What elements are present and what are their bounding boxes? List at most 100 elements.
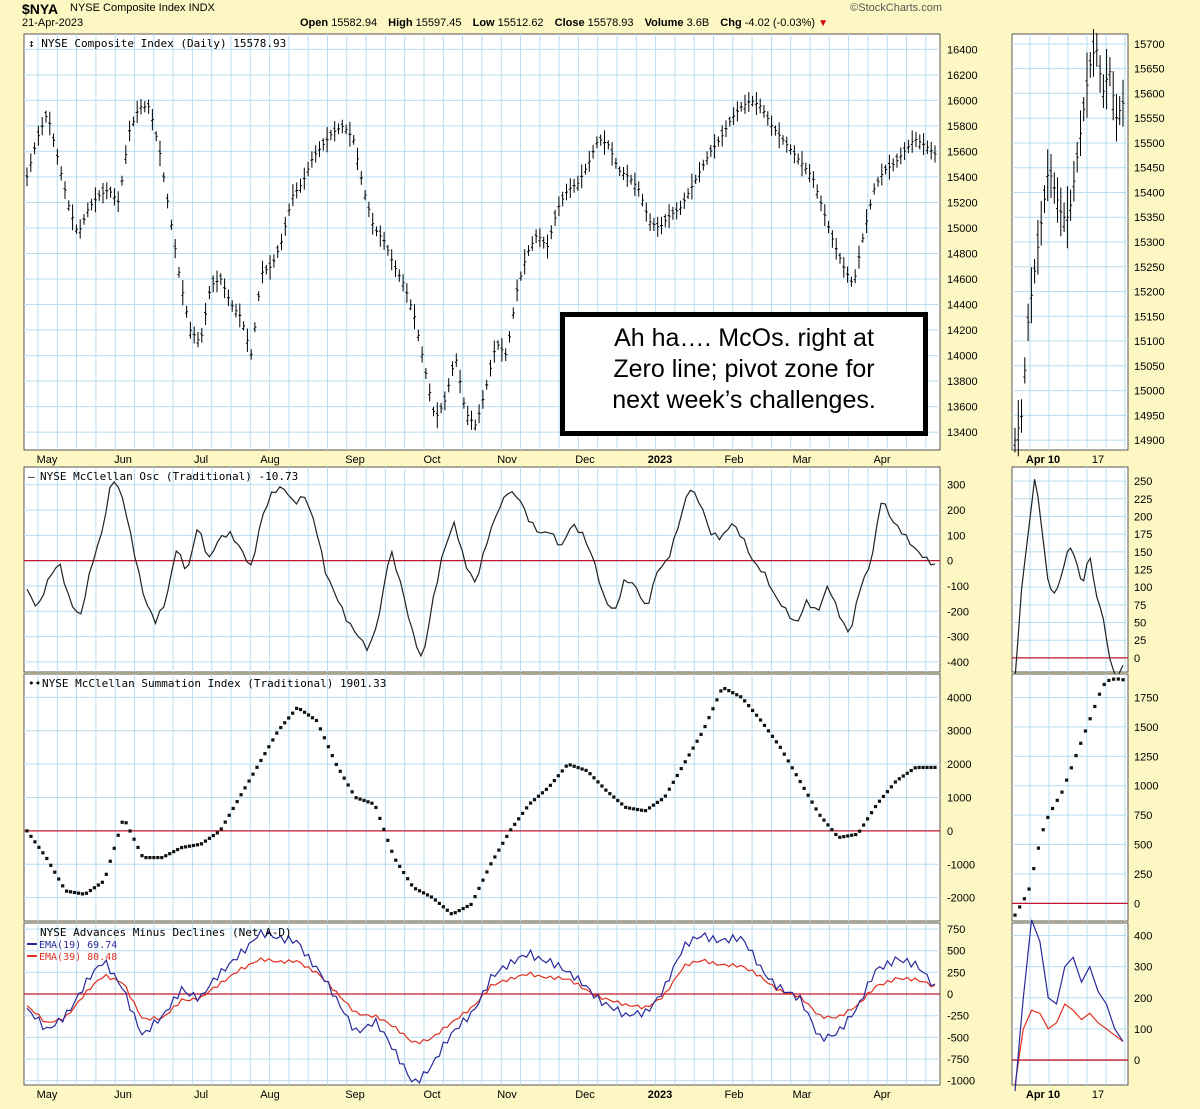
sum-y-tick-label: 1000 [947, 793, 971, 805]
sum-dots-point [461, 906, 465, 911]
sum-dots-point [231, 806, 235, 811]
sum-dots-point [739, 695, 743, 699]
high-value: 15597.45 [415, 17, 462, 29]
zoom-y-tick-label: 14950 [1134, 410, 1165, 422]
sum-dots-point [624, 805, 628, 809]
annotation-line-3: next week’s challenges. [612, 386, 876, 414]
sum-dots-point [572, 764, 576, 768]
sum-dots-point [548, 783, 552, 787]
sum-dots-point [620, 802, 624, 806]
sum-dots-point [758, 718, 763, 722]
sum-dots-point [854, 832, 858, 837]
sum-dots-point [731, 691, 735, 695]
osc-zoom-y-tick-label: 175 [1134, 529, 1152, 541]
sum-zoom-y-tick-label: 1750 [1134, 693, 1158, 705]
sum-dots-point [144, 855, 148, 860]
sum-dots-point [909, 768, 913, 773]
sum-dots-point [671, 780, 675, 784]
sum-dots-point [156, 855, 160, 860]
sum-dots-point [858, 829, 862, 833]
sum-dots-point [152, 855, 156, 860]
sum-dots-point [124, 821, 128, 825]
sum-dots-point [410, 883, 414, 887]
sum-dots-point [703, 724, 707, 729]
sum-zoom-dots-point [1112, 677, 1116, 681]
sum-dots-point [584, 768, 588, 772]
sum-zoom-dots-point [1018, 905, 1022, 909]
sum-zoom-y-tick-label: 1500 [1134, 722, 1158, 734]
sum-y-tick-label: -2000 [947, 893, 975, 905]
sum-dots-point [655, 800, 660, 804]
sum-dots-point [358, 797, 362, 801]
bottom-x-tick-label: Aug [260, 1089, 280, 1101]
x-tick-label: Sep [345, 454, 365, 466]
sum-dots-point [842, 835, 846, 839]
sum-dots-point [207, 836, 211, 840]
sum-dots-point [92, 886, 97, 890]
sum-zoom-dots-point [1093, 704, 1097, 709]
sum-dots-point [45, 856, 49, 861]
sum-dots-point [140, 854, 144, 858]
zoom-y-tick-label: 15050 [1134, 361, 1165, 373]
zoom-y-tick-label: 15600 [1134, 88, 1165, 100]
sum-dots-point [330, 753, 334, 758]
sum-dots-point [838, 835, 842, 839]
bottom-zoom-x-tick-label: 17 [1092, 1089, 1104, 1101]
sum-dots-point [925, 765, 929, 770]
sum-dots-point [536, 794, 541, 798]
zoom-y-tick-label: 15000 [1134, 386, 1165, 398]
sum-dots-point [429, 895, 434, 899]
ad-y-tick-label: 250 [947, 967, 965, 979]
sum-dots-point [421, 891, 426, 895]
sum-dots-point [394, 858, 398, 862]
sum-dots-point [790, 766, 794, 770]
sum-dots-point [754, 713, 759, 717]
sum-dots-point [374, 805, 378, 810]
sum-dots-point [794, 773, 798, 777]
y-tick-label: 14200 [947, 325, 978, 337]
sum-dots-point [465, 904, 469, 909]
sum-dots-point [76, 891, 81, 895]
sum-dots-point [532, 798, 537, 802]
sum-dots-point [493, 855, 497, 859]
sum-dots-point [485, 870, 489, 874]
sum-dots-point [441, 905, 445, 909]
sum-dots-point [747, 704, 751, 708]
sum-y-tick-label: 0 [947, 826, 953, 838]
sum-dots-point [917, 765, 921, 770]
sum-dots-point [651, 803, 656, 807]
sum-dots-point [180, 845, 184, 850]
sum-dots-point [675, 773, 679, 778]
sum-dots-point [905, 771, 909, 775]
sum-zoom-dots-point [1116, 677, 1120, 681]
y-tick-label: 14000 [947, 351, 978, 363]
zoom-y-tick-label: 15200 [1134, 287, 1165, 299]
sum-dots-point [263, 752, 267, 756]
sum-dots-point [489, 862, 493, 866]
sum-dots-point [275, 731, 279, 735]
sum-dots-point [57, 877, 61, 881]
sum-dots-point [679, 767, 683, 771]
y-tick-label: 15400 [947, 172, 978, 184]
sum-dots-point [528, 801, 533, 805]
zoom-x-tick-label: Apr 10 [1026, 454, 1060, 466]
sum-dots-point [370, 801, 374, 805]
sum-y-tick-label: 3000 [947, 726, 971, 738]
osc-legend-swatch: — [28, 470, 35, 483]
osc-zoom-y-tick-label: 50 [1134, 618, 1146, 630]
osc-y-tick-label: -300 [947, 632, 969, 644]
sum-dots-point [687, 753, 691, 757]
osc-y-tick-label: 300 [947, 480, 965, 492]
x-tick-label: Dec [575, 454, 595, 466]
sum-dots-point [291, 711, 295, 715]
chart-header: $NYA NYSE Composite Index INDX 21-Apr-20… [0, 0, 1200, 34]
x-tick-label: Aug [260, 454, 280, 466]
x-tick-label: Jul [194, 454, 208, 466]
osc-zoom-y-tick-label: 125 [1134, 565, 1152, 577]
sum-dots-point [592, 776, 596, 780]
sum-dots-point [251, 772, 255, 776]
sum-dots-point [596, 780, 600, 784]
y-tick-label: 15800 [947, 121, 978, 133]
y-tick-label: 16200 [947, 70, 978, 82]
y-tick-label: 13400 [947, 427, 978, 439]
